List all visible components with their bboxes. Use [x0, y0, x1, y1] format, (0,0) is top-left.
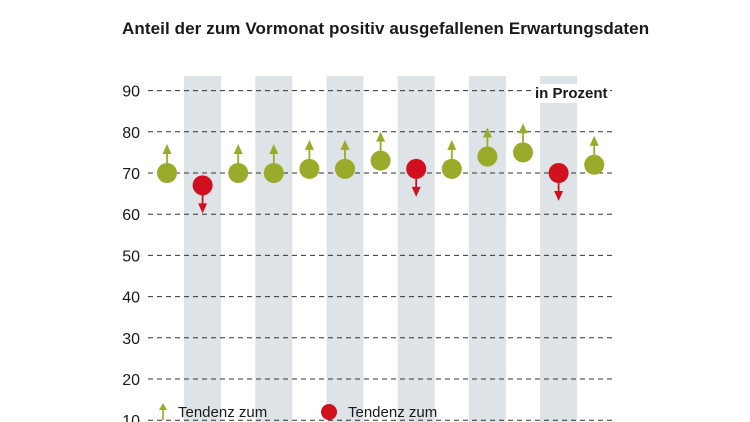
shaded-band: [255, 76, 293, 422]
data-point: [299, 139, 320, 179]
data-point: [192, 175, 213, 214]
data-point: [513, 123, 533, 163]
y-axis-ticks: 10 20 30 40 50 60 70 80 90: [122, 84, 140, 422]
arrow-up-icon: [159, 403, 167, 420]
point-marker: [548, 163, 569, 183]
point-marker: [477, 146, 498, 167]
shaded-band: [184, 76, 222, 422]
arrow-up-icon: [447, 139, 457, 150]
point-marker: [441, 158, 462, 179]
y-tick-label: 10: [122, 413, 140, 422]
data-point: [406, 158, 427, 197]
data-point: [335, 139, 355, 179]
arrow-down-icon: [554, 191, 564, 201]
data-point: [228, 144, 249, 183]
y-tick-label: 30: [122, 331, 140, 348]
point-marker: [157, 163, 177, 183]
y-tick-label: 40: [122, 290, 140, 307]
point-marker: [513, 142, 533, 163]
y-tick-label: 90: [122, 84, 140, 101]
arrow-up-icon: [304, 139, 314, 150]
y-tick-label: 60: [122, 207, 140, 224]
shaded-band: [540, 76, 578, 422]
data-point: [263, 144, 284, 183]
unit-label: in Prozent: [533, 84, 610, 103]
point-marker: [370, 150, 391, 171]
dot-icon: [321, 404, 337, 420]
point-marker: [584, 154, 605, 175]
point-marker: [228, 163, 249, 183]
arrow-up-icon: [376, 131, 386, 142]
data-point: [548, 163, 569, 201]
arrow-up-icon: [589, 135, 599, 146]
data-point: [441, 139, 462, 179]
y-tick-label: 20: [122, 372, 140, 389]
point-marker: [263, 163, 284, 183]
data-point: [584, 135, 605, 175]
shaded-band: [326, 76, 364, 422]
shaded-bands: [184, 76, 578, 422]
data-point: [157, 144, 177, 183]
legend-label-up: Tendenz zum: [178, 403, 268, 421]
point-marker: [299, 158, 320, 179]
y-tick-label: 80: [122, 125, 140, 142]
arrow-up-icon: [340, 139, 350, 150]
data-points: [157, 123, 605, 214]
point-marker: [192, 175, 213, 196]
arrow-up-icon: [269, 144, 279, 154]
data-point: [477, 127, 498, 167]
arrow-up-icon: [518, 123, 528, 134]
arrow-up-icon: [162, 144, 172, 154]
data-point: [370, 131, 391, 171]
legend-label-down: Tendenz zum: [348, 403, 438, 421]
point-marker: [406, 158, 427, 179]
arrow-up-icon: [482, 127, 492, 138]
point-marker: [335, 158, 355, 179]
y-tick-label: 70: [122, 166, 140, 183]
y-tick-label: 50: [122, 248, 140, 265]
arrow-down-icon: [198, 203, 208, 214]
legend-item-up: Tendenz zum: [158, 403, 267, 421]
arrow-down-icon: [411, 186, 421, 197]
arrow-up-icon: [233, 144, 243, 154]
shaded-band: [397, 76, 435, 422]
legend-item-down: Tendenz zum: [320, 403, 437, 421]
chart-title: Anteil der zum Vormonat positiv ausgefal…: [122, 19, 650, 38]
